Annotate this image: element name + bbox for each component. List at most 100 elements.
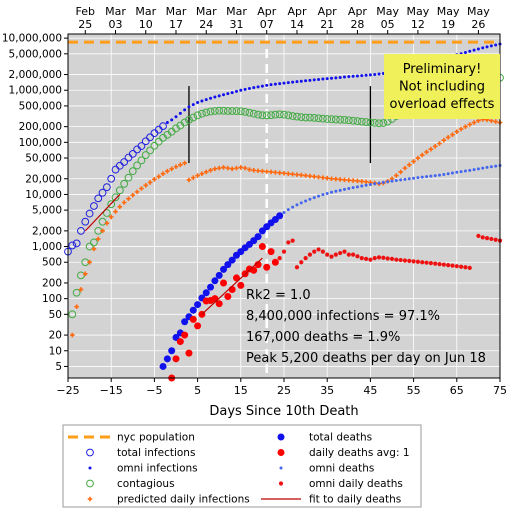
data-point — [137, 156, 146, 165]
data-point — [146, 133, 154, 142]
data-point — [342, 75, 346, 79]
data-point — [225, 165, 231, 171]
data-point — [77, 271, 85, 280]
data-point — [359, 256, 364, 261]
data-point — [226, 92, 230, 96]
data-point — [260, 84, 264, 88]
data-point — [291, 205, 295, 209]
data-point — [238, 165, 244, 170]
data-point — [368, 183, 372, 187]
data-point — [362, 118, 370, 126]
data-point — [441, 137, 447, 143]
top-date-axis: Feb25Mar03Mar10Mar17Mar24Mar31Apr07Apr14… — [76, 5, 490, 34]
y-tick-label: 100,000 — [19, 137, 62, 149]
data-point — [329, 176, 334, 182]
data-point — [202, 108, 211, 117]
legend-item: omni deaths — [279, 463, 374, 475]
legend-label: total infections — [117, 447, 195, 459]
date-tick-day: 10 — [139, 18, 153, 31]
plot-frame — [67, 33, 501, 379]
data-point — [433, 174, 437, 178]
date-tick-month: Apr — [257, 5, 277, 18]
legend-label: predicted daily infections — [117, 494, 250, 506]
data-point — [381, 180, 385, 184]
data-point — [286, 240, 291, 245]
data-point — [346, 177, 352, 183]
data-point — [203, 169, 209, 175]
data-point — [304, 79, 308, 83]
legend-swatch — [87, 496, 93, 502]
legend-swatch — [278, 481, 284, 486]
data-point — [294, 172, 300, 177]
data-point — [351, 186, 355, 190]
date-tick-day: 25 — [78, 18, 92, 31]
data-point — [108, 214, 114, 220]
data-point — [90, 202, 98, 210]
y-tick-label: 5,000 — [32, 205, 62, 217]
data-point — [173, 164, 179, 170]
data-point — [402, 258, 408, 263]
data-point — [213, 95, 217, 99]
legend-label: contagious — [117, 478, 175, 490]
data-point — [141, 151, 150, 159]
data-point — [128, 167, 137, 176]
data-point — [438, 173, 442, 177]
data-point — [87, 259, 92, 265]
data-point — [190, 175, 196, 180]
data-point — [68, 310, 77, 319]
data-point — [307, 252, 313, 257]
data-point — [72, 239, 81, 248]
data-point — [288, 112, 297, 120]
data-point — [424, 149, 429, 155]
data-point — [398, 257, 403, 263]
data-point — [234, 165, 239, 171]
data-point — [189, 315, 197, 323]
data-point — [445, 134, 451, 140]
data-point — [181, 331, 189, 339]
stats-annotation: Rk2 = 1.0 8,400,000 infections = 97.1% 167… — [246, 288, 486, 366]
data-point — [221, 165, 226, 170]
data-point — [154, 137, 163, 146]
data-point — [163, 355, 171, 363]
x-tick-label: 5 — [194, 384, 201, 397]
y-tick-label: 2,000,000 — [9, 69, 62, 81]
data-point — [72, 288, 81, 297]
x-axis: −25 −15 −5 5 15 25 35 45 55 65 75 — [56, 378, 507, 397]
series-fit-to-daily-deaths — [201, 257, 263, 315]
data-point — [215, 106, 224, 115]
data-point — [115, 186, 124, 195]
data-point — [77, 226, 85, 235]
data-point — [415, 155, 421, 161]
data-point — [359, 179, 365, 184]
data-point — [476, 118, 481, 124]
y-tick-label: 200 — [42, 277, 62, 289]
data-point — [187, 105, 191, 109]
data-point — [419, 152, 425, 158]
data-point — [312, 249, 317, 254]
data-point — [463, 169, 467, 173]
legend-label: daily deaths avg: 1 — [309, 447, 410, 459]
data-point — [194, 301, 202, 309]
data-point — [333, 252, 338, 257]
data-point — [273, 170, 278, 175]
data-point — [178, 111, 182, 115]
data-point — [325, 252, 330, 257]
data-point — [120, 179, 129, 188]
x-tick-label: 35 — [320, 384, 334, 397]
data-point — [368, 73, 372, 77]
data-point — [389, 256, 395, 261]
data-point — [217, 94, 221, 98]
data-point — [212, 166, 218, 172]
data-point — [485, 45, 489, 49]
data-point — [130, 192, 136, 198]
data-point — [407, 177, 411, 181]
data-point — [376, 255, 382, 260]
data-point — [178, 162, 183, 168]
data-point — [200, 99, 204, 103]
data-point — [275, 110, 284, 119]
data-point — [159, 362, 167, 370]
legend-swatch — [86, 448, 94, 457]
data-point — [278, 82, 282, 86]
data-point — [224, 292, 232, 300]
data-point — [363, 179, 369, 185]
